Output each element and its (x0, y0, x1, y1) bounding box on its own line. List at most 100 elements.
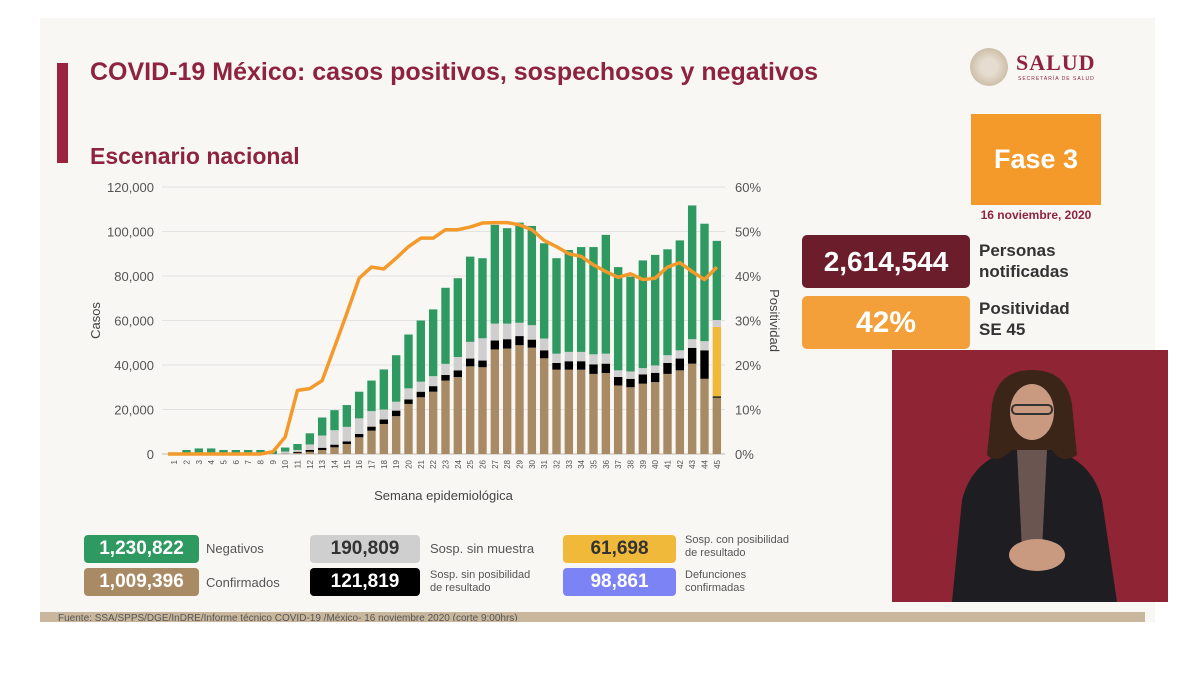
bar-segment-negativos (502, 228, 512, 324)
bar-segment-sosp-sin-posibilidad-de-resultado (416, 391, 426, 398)
bar-segment-negativos (650, 254, 660, 366)
bar-segment-negativos (490, 224, 500, 324)
bar-segment-negativos (478, 258, 487, 339)
legend-label-line: Sosp. con posibilidad (685, 534, 789, 546)
y-tick-label: 20,000 (114, 403, 154, 418)
legend-defunciones-label: Defunciones confirmadas (685, 569, 746, 595)
x-tick-label: 12 (306, 459, 315, 468)
bar-segment-sosp-sin-posibilidad-de-resultado (305, 449, 315, 452)
bar-segment-negativos (219, 449, 228, 454)
bar-segment-negativos (515, 222, 524, 323)
kpi-label-line: Positividad (979, 299, 1070, 318)
y2-tick-label: 0% (735, 447, 754, 462)
bar-segment-negativos (182, 449, 191, 454)
bar-segment-sosp-sin-posibilidad-de-resultado (638, 374, 648, 384)
bar-segment-negativos (441, 287, 450, 364)
legend-confirmados-value: 1,009,396 (84, 568, 199, 596)
x-tick-label: 40 (651, 459, 660, 468)
x-tick-label: 15 (343, 459, 352, 468)
bar-segment-sosp-sin-posibilidad-de-resultado (663, 362, 672, 374)
x-tick-label: 31 (540, 459, 549, 468)
bar-segment-sosp-sin-muestra (626, 371, 635, 379)
logo-text: SALUD (1016, 50, 1096, 75)
bar-segment-sosp-sin-muestra (638, 368, 648, 375)
bar-segment-sosp-sin-muestra (453, 356, 463, 371)
bar-segment-confirmados (293, 452, 302, 454)
bar-segment-confirmados (626, 387, 635, 454)
bar-segment-negativos (330, 410, 339, 431)
kpi-label-line: SE 45 (979, 320, 1026, 339)
bar-segment-sosp-sin-muestra (515, 322, 524, 337)
bar-segment-confirmados (552, 369, 561, 454)
bar-segment-confirmados (305, 451, 315, 454)
bar-segment-negativos (206, 448, 216, 454)
bar-segment-sosp-sin-muestra (601, 353, 611, 364)
x-tick-label: 16 (355, 459, 364, 468)
bar-segment-sosp-sin-muestra (576, 351, 586, 362)
bar-segment-sosp-sin-muestra (712, 320, 722, 327)
bar-segment-negativos (663, 249, 672, 356)
x-tick-label: 9 (269, 459, 278, 464)
bar-segment-sosp-sin-muestra (428, 376, 438, 387)
bar-segment-sosp-sin-muestra (416, 381, 426, 392)
bar-segment-sosp-sin-muestra (700, 341, 709, 351)
bar-segment-negativos (293, 443, 302, 450)
source-footnote: Fuente: SSA/SPPS/DGE/InDRE/Informe técni… (58, 613, 518, 621)
bar-segment-sosp-sin-posibilidad-de-resultado (354, 433, 364, 438)
bar-segment-confirmados (638, 383, 648, 454)
y2-tick-label: 20% (735, 358, 761, 373)
bar-segment-sosp-sin-muestra (687, 339, 697, 348)
bar-segment-confirmados (354, 437, 364, 454)
bar-segment-confirmados (404, 403, 413, 454)
x-tick-label: 41 (664, 459, 673, 468)
bar-segment-sosp-sin-muestra (675, 350, 685, 359)
bar-segment-sosp-sin-posibilidad-de-resultado (613, 377, 623, 386)
bar-segment-negativos (317, 417, 327, 436)
legend-sin-muestra-label: Sosp. sin muestra (430, 541, 535, 556)
bar-segment-sosp-sin-posibilidad-de-resultado (478, 360, 487, 368)
bar-segment-sosp-sin-posibilidad-de-resultado (404, 399, 413, 404)
bar-segment-confirmados (502, 348, 512, 454)
y2-tick-label: 10% (735, 403, 761, 418)
bar-segment-sosp-sin-posibilidad-de-resultado (441, 375, 450, 381)
bar-segment-confirmados (613, 385, 623, 454)
x-tick-label: 22 (429, 459, 438, 468)
bar-segment-negativos (626, 276, 635, 372)
bar-segment-confirmados (367, 430, 376, 454)
bar-segment-negativos (367, 380, 376, 412)
bar-segment-sosp-sin-muestra (379, 409, 389, 420)
x-tick-label: 11 (294, 459, 303, 468)
bar-segment-negativos (712, 240, 722, 321)
bar-segment-confirmados (280, 453, 290, 454)
x-tick-label: 43 (688, 459, 697, 468)
bar-segment-negativos (231, 449, 241, 454)
bar-segment-sosp-sin-muestra (490, 323, 500, 341)
x-tick-label: 44 (701, 459, 710, 468)
x-tick-label: 8 (257, 459, 266, 464)
bar-segment-sosp-sin-posibilidad-de-resultado (428, 386, 438, 392)
bar-segment-sosp-sin-posibilidad-de-resultado (601, 363, 611, 374)
bar-segment-sosp-sin-posibilidad-de-resultado (453, 370, 463, 378)
bar-segment-sosp-con-posibilidad-de-resultado (712, 326, 722, 397)
x-tick-label: 28 (503, 459, 512, 468)
salud-logo: SALUD SECRETARÍA DE SALUD (970, 48, 1105, 90)
x-tick-label: 1 (170, 459, 179, 464)
logo-subtext: SECRETARÍA DE SALUD (1018, 76, 1095, 82)
x-tick-label: 36 (602, 459, 611, 468)
y2-tick-label: 60% (735, 180, 761, 195)
bar-segment-sosp-sin-posibilidad-de-resultado (317, 447, 327, 450)
title-accent-bar (57, 63, 68, 163)
x-tick-label: 3 (195, 459, 204, 464)
bar-segment-sosp-sin-muestra (552, 353, 561, 363)
bar-segment-sosp-sin-posibilidad-de-resultado (515, 336, 524, 346)
bar-segment-sosp-sin-posibilidad-de-resultado (626, 378, 635, 388)
chart-subtitle: Escenario nacional (90, 143, 300, 169)
bar-segment-negativos (613, 267, 623, 371)
legend-label-line: Defunciones (685, 569, 747, 581)
y2-axis-label: Positividad (767, 289, 782, 352)
bar-segment-negativos (638, 260, 648, 369)
bar-segment-sosp-sin-muestra (650, 365, 660, 373)
x-tick-label: 18 (380, 459, 389, 468)
x-tick-label: 29 (516, 459, 525, 468)
bar-segment-negativos (601, 234, 611, 354)
